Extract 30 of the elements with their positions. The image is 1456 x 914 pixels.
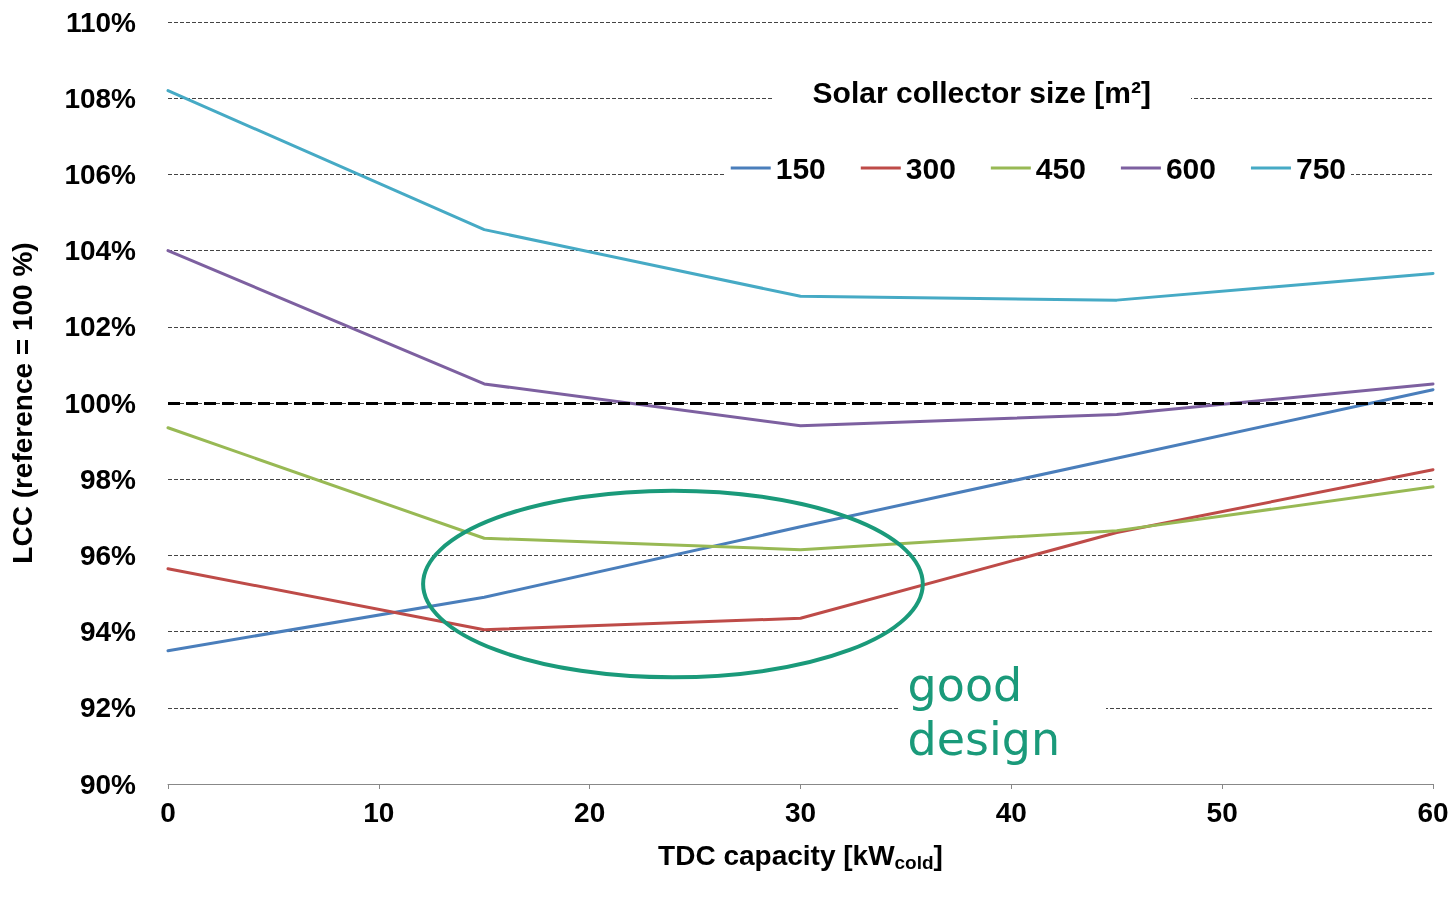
y-tick-label: 106% (64, 158, 137, 190)
x-tick-label: 0 (160, 796, 176, 828)
x-tick-label: 30 (784, 796, 817, 828)
y-tick-label: 108% (64, 82, 137, 114)
x-tick-label: 60 (1417, 796, 1449, 828)
x-tick-label: 10 (363, 796, 395, 828)
y-tick-label: 94% (79, 616, 137, 648)
y-tick-label: 104% (64, 235, 137, 267)
line-series (166, 426, 1435, 552)
y-tick-label: 90% (79, 768, 137, 800)
y-axis-title: LCC (reference = 100 %) (6, 242, 38, 564)
x-tick-label: 20 (574, 796, 606, 828)
y-tick-label: 96% (79, 539, 137, 571)
y-tick-label: 100% (64, 387, 137, 419)
line-series (166, 468, 1435, 632)
y-tick-label: 102% (64, 311, 137, 343)
line-series (166, 388, 1435, 653)
x-tick-label: 50 (1206, 796, 1238, 828)
line-series (166, 249, 1435, 428)
legend-label: 450 (1035, 151, 1086, 185)
y-tick-label: 92% (79, 692, 137, 724)
annotation: good design (899, 658, 1106, 767)
legend-label: 300 (905, 151, 956, 185)
legend-label: 600 (1165, 151, 1216, 185)
y-tick-label: 98% (79, 463, 137, 495)
legend-title: Solar collector size [m²] (812, 75, 1152, 109)
y-tick-label: 110% (65, 6, 137, 38)
legend-label: 750 (1295, 151, 1347, 185)
legend-label: 150 (775, 151, 826, 185)
x-tick-label: 40 (995, 796, 1027, 828)
